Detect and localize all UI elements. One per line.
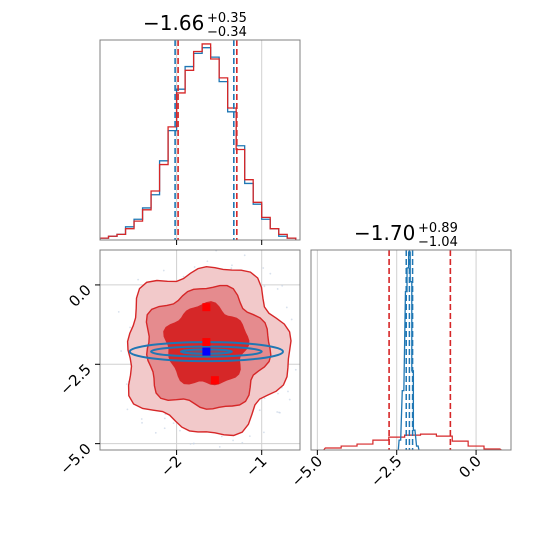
bl-scatter-point-49	[279, 411, 281, 414]
bl-scatter-point-134	[125, 383, 128, 386]
bl-scatter-point-108	[126, 408, 129, 411]
br-frame	[310, 249, 512, 451]
bl-scatter-point-0	[304, 347, 306, 349]
bl-scatter-point-14	[288, 398, 291, 401]
tl-histogram-red	[100, 43, 297, 240]
bl-frame	[99, 249, 301, 451]
bl-scatter-point-5	[172, 422, 175, 425]
bl-xtick-label-1: −1	[242, 452, 270, 480]
title-top-left-median: −1.66	[143, 11, 204, 35]
bl-scatter-point-113	[163, 427, 166, 430]
bl-scatter-point-59	[304, 346, 306, 348]
bl-scatter-point-99	[285, 306, 288, 309]
bl-scatter-point-10	[287, 390, 289, 393]
bl-ytick-label-0: 0.0	[65, 281, 95, 311]
bl-scatter-point-117	[262, 267, 265, 269]
br-xtick-label-2: 0.0	[455, 452, 485, 482]
bl-scatter-point-137	[263, 431, 265, 434]
title-bottom-right-minus: −1.04	[418, 235, 458, 250]
bl-scatter-point-40	[232, 439, 234, 442]
title-top-left-plus: +0.35	[207, 11, 247, 26]
bl-scatter-point-3	[162, 269, 165, 272]
bl-red-marker-0	[202, 303, 211, 312]
bl-scatter-point-33	[258, 409, 261, 412]
title-bottom-right-plus: +0.89	[418, 221, 458, 236]
bl-scatter-point-41	[276, 288, 279, 290]
bl-scatter-point-110	[230, 267, 233, 270]
panel-bottom-right-histogram: −5.0 −2.5 0.0	[288, 249, 512, 491]
bl-scatter-point-121	[193, 266, 196, 268]
bl-scatter-point-75	[206, 260, 209, 263]
br-plot-area	[323, 250, 502, 450]
bl-scatter-point-26	[154, 431, 157, 434]
title-top-left: −1.66 +0.35 −0.34	[143, 11, 247, 40]
bl-scatter-point-35	[120, 350, 123, 352]
panel-bottom-left-contour: −2 −1 0.0 −2.5 −5.0	[56, 249, 310, 480]
bl-red-marker-1	[202, 338, 211, 347]
bl-scatter-point-83	[308, 357, 310, 359]
title-top-left-minus: −0.34	[207, 25, 247, 40]
bl-scatter-point-100	[248, 435, 251, 438]
bl-scatter-point-60	[141, 421, 143, 424]
tl-frame	[99, 39, 301, 241]
bl-scatter-point-72	[276, 411, 279, 413]
bl-scatter-point-73	[306, 352, 308, 354]
bl-blue-contour-1	[150, 345, 263, 358]
bl-xtick-label-0: −2	[157, 452, 185, 480]
tl-plot-area	[100, 40, 297, 240]
bl-scatter-point-101	[277, 392, 279, 395]
bl-scatter-point-96	[231, 264, 233, 267]
panel-top-left-histogram	[99, 39, 301, 245]
bl-scatter-point-130	[294, 368, 297, 371]
bl-scatter-point-78	[263, 397, 266, 400]
bl-scatter-point-70	[263, 285, 266, 288]
bl-ytick-label-2: −5.0	[56, 440, 94, 478]
title-bottom-right: −1.70 +0.89 −1.04	[354, 221, 458, 250]
bl-scatter-point-116	[241, 441, 244, 444]
bl-scatter-point-67	[179, 429, 181, 432]
bl-plot-area	[117, 250, 310, 448]
bl-scatter-point-104	[189, 443, 192, 445]
bl-scatter-point-84	[140, 418, 143, 420]
bl-scatter-point-57	[137, 278, 140, 281]
bl-scatter-point-46	[129, 326, 132, 329]
br-xtick-label-0: −5.0	[288, 452, 326, 490]
bl-scatter-point-95	[182, 275, 185, 278]
br-histogram-blue	[397, 251, 420, 450]
bl-ytick-label-1: −2.5	[56, 360, 94, 398]
bl-scatter-point-135	[163, 417, 166, 420]
tl-histogram-blue	[100, 47, 297, 240]
bl-scatter-point-139	[303, 374, 305, 376]
bl-scatter-point-88	[218, 446, 221, 448]
title-bottom-right-median: −1.70	[354, 221, 415, 245]
bl-scatter-point-47	[269, 272, 272, 275]
bl-scatter-point-129	[117, 310, 120, 313]
bl-scatter-point-61	[302, 335, 304, 337]
bl-scatter-point-128	[220, 435, 223, 438]
bl-blue-marker-0	[202, 347, 211, 356]
bl-red-marker-2	[210, 376, 219, 385]
bl-scatter-point-66	[290, 318, 293, 321]
bl-scatter-point-136	[192, 442, 195, 445]
br-xtick-label-1: −2.5	[367, 452, 405, 490]
bl-scatter-point-62	[243, 254, 246, 257]
bl-scatter-point-69	[281, 284, 284, 287]
